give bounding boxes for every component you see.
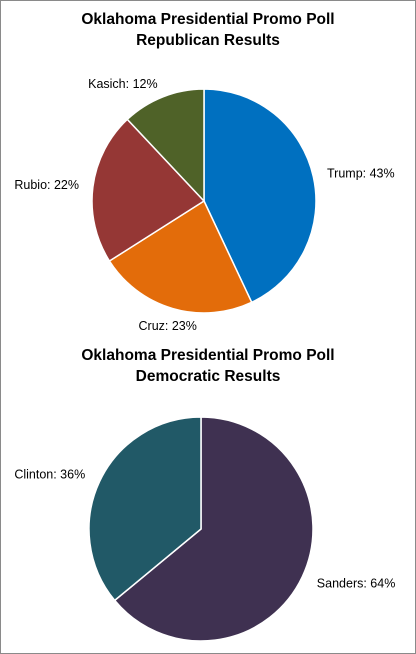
republican-chart-title: Oklahoma Presidential Promo Poll Republi… xyxy=(1,9,415,51)
pie-slice-rubio xyxy=(91,118,206,263)
pie-slice-cruz xyxy=(108,199,253,314)
data-label-rubio: Rubio: 22% xyxy=(14,178,79,192)
data-label-cruz: Cruz: 23% xyxy=(139,319,197,331)
republican-pie-chart: Trump: 43% Cruz: 23% Rubio: 22% Kasich: 12% xyxy=(14,77,395,331)
republican-title-line-1: Oklahoma Presidential Promo Poll xyxy=(81,11,335,28)
data-label-sanders: Sanders: 64% xyxy=(317,577,396,591)
pie-slice-clinton xyxy=(88,416,202,602)
republican-title-line-2: Republican Results xyxy=(136,32,280,49)
pie-slice-kasich xyxy=(126,88,205,203)
pie-slice-sanders xyxy=(113,416,314,642)
democratic-pie-chart: Sanders: 64% Clinton: 36% xyxy=(14,416,396,642)
pie-slice-trump xyxy=(203,88,317,304)
data-label-kasich: Kasich: 12% xyxy=(88,77,157,91)
democratic-title-line-2: Democratic Results xyxy=(135,368,281,385)
democratic-chart-title: Oklahoma Presidential Promo Poll Democra… xyxy=(1,345,415,387)
data-label-clinton: Clinton: 36% xyxy=(14,468,85,482)
data-label-trump: Trump: 43% xyxy=(327,167,395,181)
democratic-title-line-1: Oklahoma Presidential Promo Poll xyxy=(81,347,335,364)
